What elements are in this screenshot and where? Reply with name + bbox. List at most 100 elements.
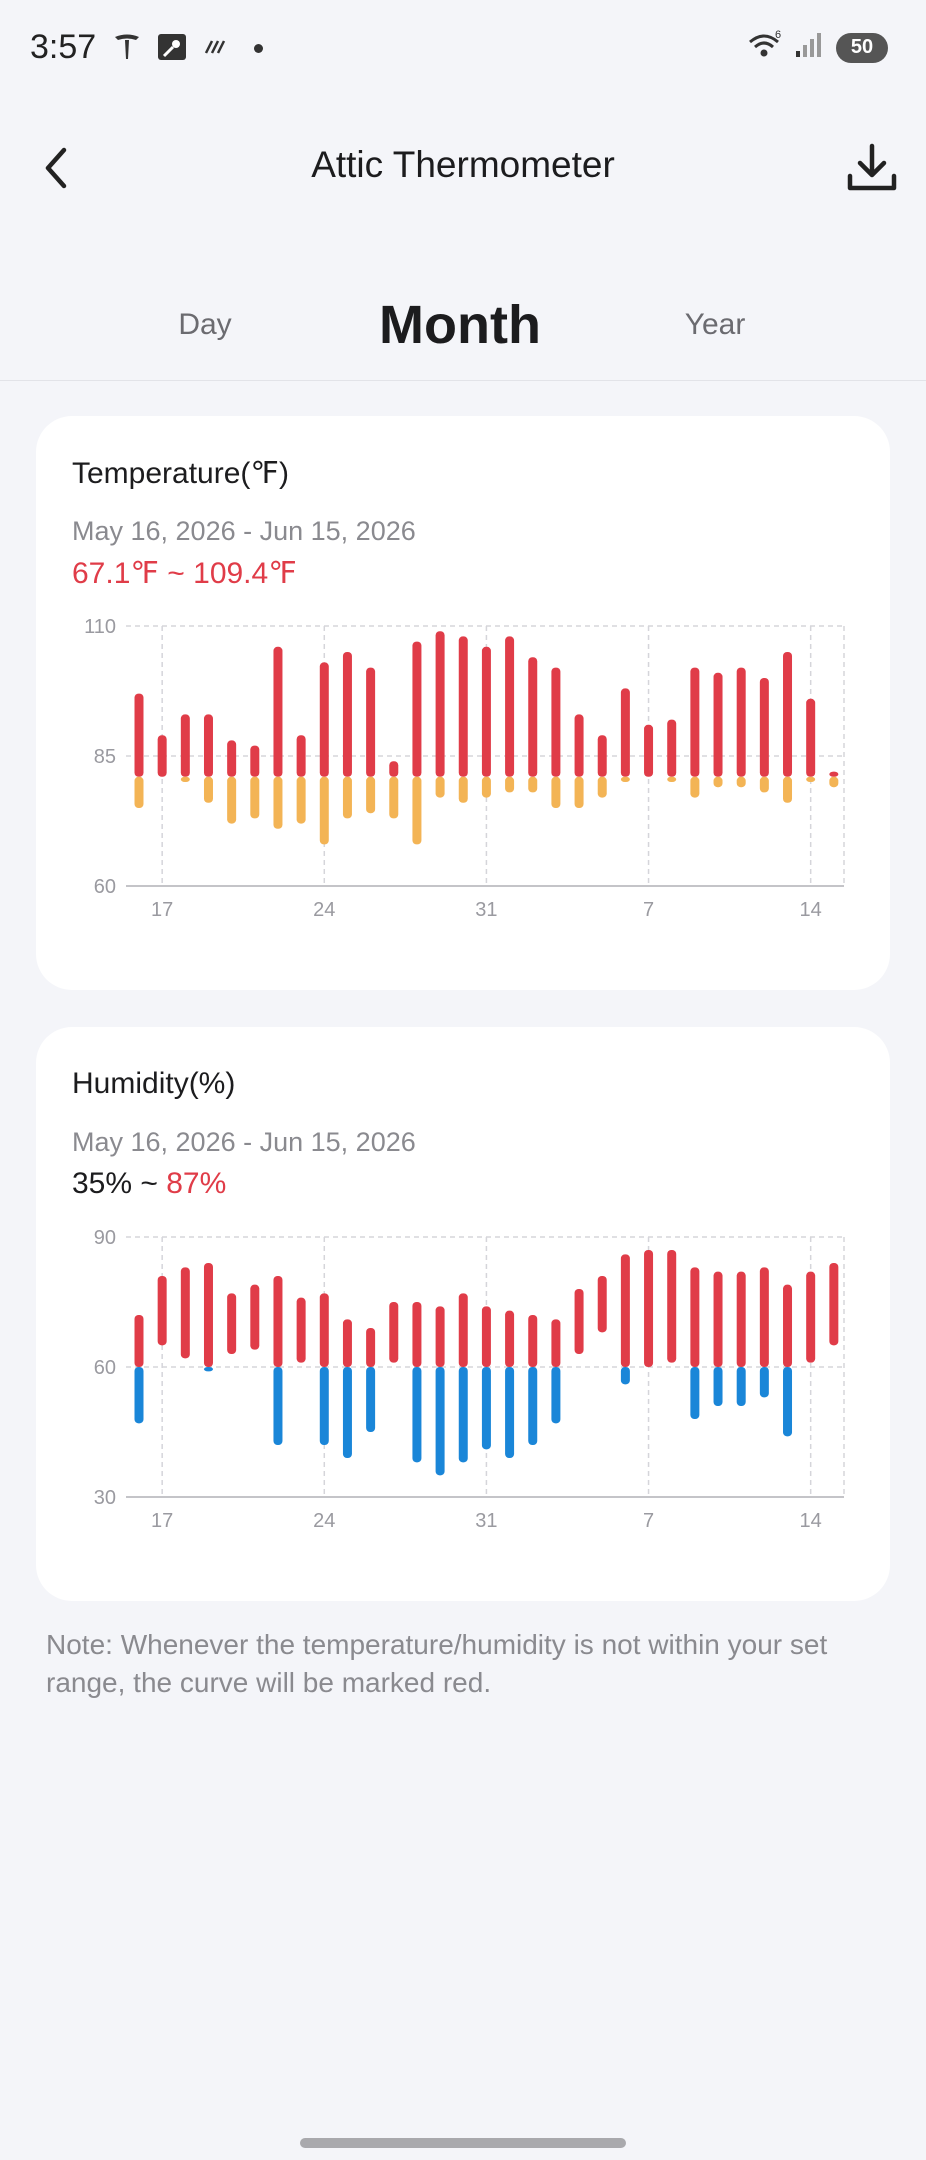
signal-icon: [794, 31, 824, 64]
bar-upper: [250, 1284, 260, 1350]
bar-upper: [134, 693, 144, 777]
bar-lower: [505, 776, 515, 793]
bar-upper: [366, 667, 376, 777]
notification-icons: [112, 30, 263, 67]
bar-lower: [412, 1367, 422, 1463]
period-tabs: Day Month Year: [0, 270, 926, 381]
bar-upper: [644, 1250, 654, 1367]
x-tick-label: 14: [800, 899, 822, 921]
notification-dot-icon: [254, 44, 263, 53]
x-tick-label: 7: [643, 899, 654, 921]
bar-lower: [806, 776, 816, 782]
bar-upper: [157, 1276, 167, 1346]
bar-lower: [366, 1367, 376, 1432]
bar-lower: [783, 776, 793, 803]
x-tick-label: 17: [151, 899, 173, 921]
bar-upper: [389, 1302, 399, 1363]
download-button[interactable]: [844, 140, 900, 196]
bar-upper: [435, 1306, 445, 1367]
bar-upper: [551, 667, 561, 777]
page-title: Attic Thermometer: [311, 144, 615, 185]
bar-lower: [528, 1367, 538, 1445]
bar-lower: [435, 776, 445, 798]
bar-upper: [759, 678, 769, 777]
bar-lower: [319, 776, 329, 845]
x-tick-label: 31: [475, 1510, 497, 1532]
bar-lower: [597, 776, 607, 798]
x-tick-label: 17: [151, 1510, 173, 1532]
status-bar: 3:57 6 50: [0, 0, 926, 100]
bar-lower: [227, 776, 237, 824]
bar-upper: [203, 1263, 213, 1367]
bar-upper: [481, 1306, 491, 1367]
bar-lower: [713, 1367, 723, 1406]
bar-upper: [273, 646, 283, 777]
y-tick-label: 90: [94, 1227, 116, 1249]
bar-upper: [644, 724, 654, 777]
bar-upper: [736, 667, 746, 777]
bar-upper: [227, 740, 237, 777]
bar-upper: [412, 1302, 422, 1367]
bar-lower: [435, 1367, 445, 1476]
bar-upper: [667, 719, 677, 777]
no-sim-icon: [202, 35, 230, 62]
humidity-range: 35% ~ 87%: [72, 1167, 226, 1201]
y-tick-label: 85: [94, 746, 116, 768]
humidity-card: Humidity(%) May 16, 2026 - Jun 15, 2026 …: [36, 1027, 890, 1601]
bar-lower: [342, 776, 352, 819]
bar-lower: [713, 776, 723, 788]
bar-lower: [528, 776, 538, 793]
bar-upper: [713, 672, 723, 777]
bar-lower: [551, 1367, 561, 1424]
bar-upper: [829, 1263, 839, 1346]
bar-upper: [736, 1271, 746, 1367]
key-icon: [156, 30, 188, 67]
temperature-date-range: May 16, 2026 - Jun 15, 2026: [72, 516, 416, 546]
bar-upper: [620, 688, 630, 777]
bar-upper: [597, 735, 607, 777]
x-tick-label: 14: [800, 1510, 822, 1532]
humidity-min: 35%: [72, 1167, 133, 1200]
home-indicator[interactable]: [300, 2138, 626, 2148]
bar-upper: [180, 714, 190, 777]
bar-lower: [134, 776, 144, 808]
bar-lower: [250, 776, 260, 819]
bar-lower: [180, 776, 190, 782]
app-header: Attic Thermometer: [0, 110, 926, 225]
bar-upper: [180, 1267, 190, 1359]
bar-lower: [620, 1367, 630, 1385]
temperature-card: Temperature(℉) May 16, 2026 - Jun 15, 20…: [36, 416, 890, 990]
bar-lower: [574, 776, 584, 808]
bar-lower: [759, 776, 769, 793]
tab-month[interactable]: Month: [379, 295, 541, 355]
temperature-chart[interactable]: 110 85 60 17 24 31 7 14: [36, 606, 890, 966]
chevron-left-icon: [45, 147, 67, 189]
bar-upper: [296, 1297, 306, 1363]
download-icon: [847, 143, 897, 191]
bar-upper: [713, 1271, 723, 1367]
bar-lower: [736, 1367, 746, 1406]
humidity-chart[interactable]: 90 60 30 17 24 31 7 14: [36, 1217, 890, 1577]
bar-lower: [319, 1367, 329, 1445]
humidity-separator: ~: [132, 1167, 167, 1200]
bar-upper: [806, 1271, 816, 1363]
battery-icon: 50: [836, 32, 888, 63]
tab-year[interactable]: Year: [684, 308, 746, 341]
status-time: 3:57: [30, 28, 97, 66]
bar-lower: [203, 776, 213, 803]
bar-upper: [574, 714, 584, 777]
bar-upper: [458, 636, 468, 777]
bar-upper: [620, 1254, 630, 1367]
system-icons: 6 50: [746, 29, 888, 65]
tab-day[interactable]: Day: [178, 308, 232, 341]
bar-lower: [203, 1367, 213, 1372]
back-button[interactable]: [30, 140, 86, 196]
bar-upper: [806, 698, 816, 777]
bar-lower: [273, 776, 283, 829]
bar-upper: [574, 1289, 584, 1354]
svg-text:6: 6: [775, 30, 781, 41]
temperature-title: Temperature(℉): [72, 457, 289, 490]
bar-lower: [551, 776, 561, 808]
humidity-date-range: May 16, 2026 - Jun 15, 2026: [72, 1127, 416, 1157]
bar-upper: [759, 1267, 769, 1367]
